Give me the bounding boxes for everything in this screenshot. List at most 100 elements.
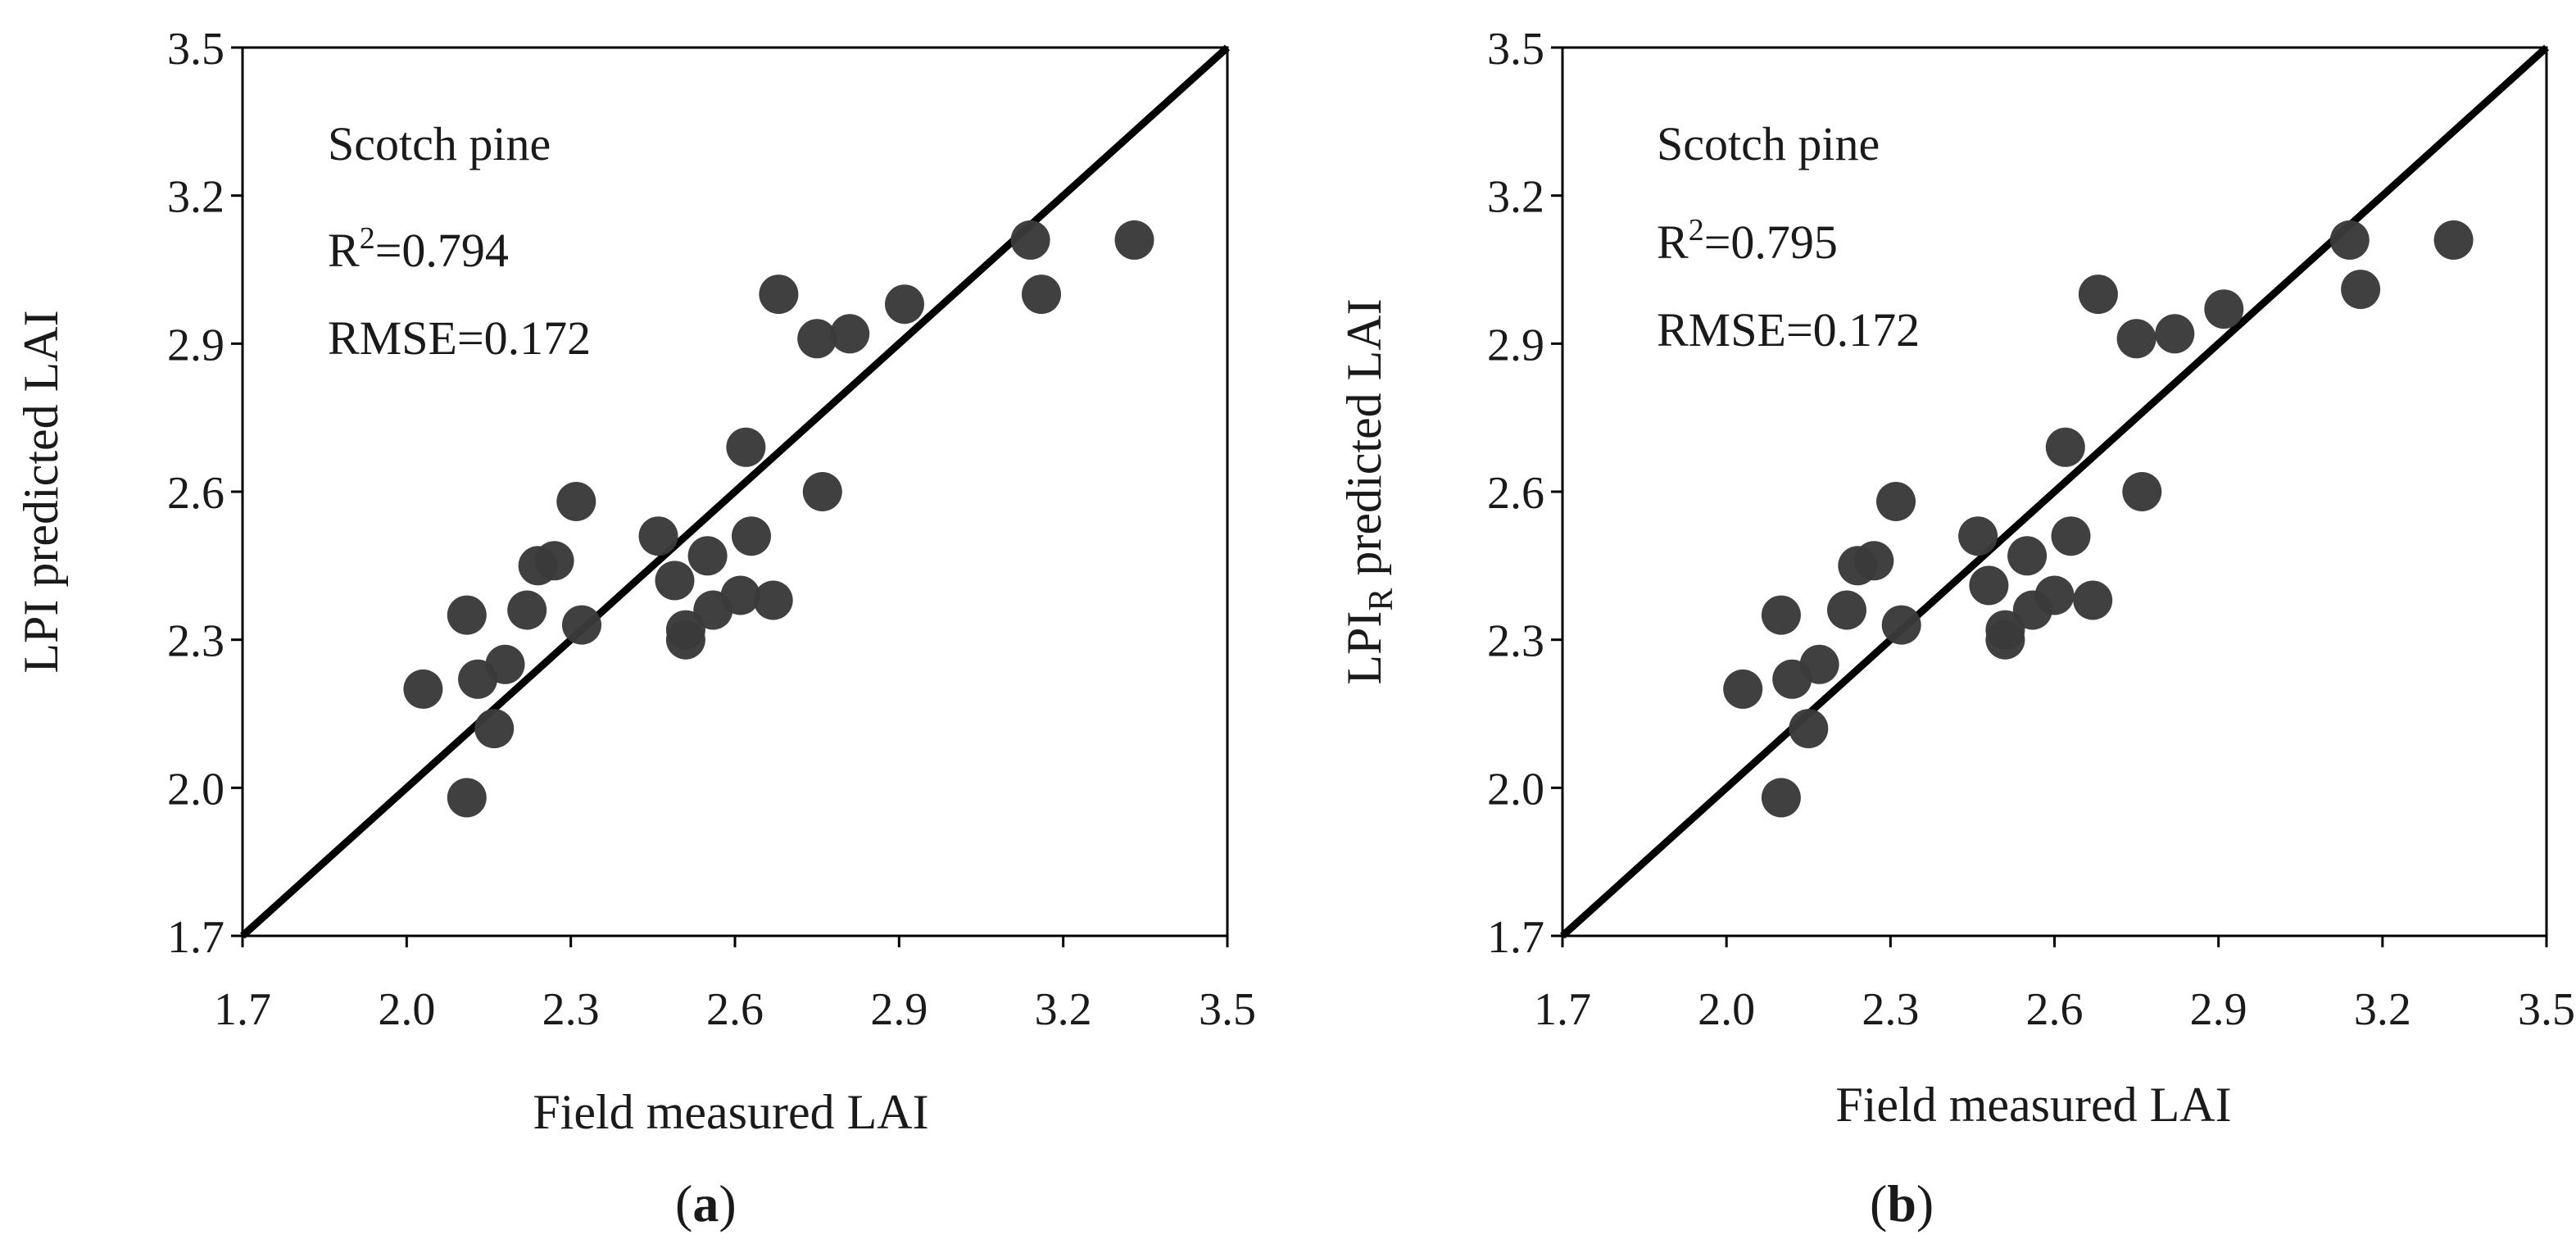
y-tick-label: 2.6	[1487, 468, 1544, 519]
scatter-point	[1881, 605, 1921, 645]
scatter-point	[665, 620, 705, 660]
y-tick-label: 3.5	[167, 24, 224, 75]
panel-b: 1.7 2.0 2.3 2.6 2.9 3.2 3.5 1.7 2.0 2.3 2.6 2.9 3.2…	[1337, 24, 2575, 1233]
x-tick-label: 2.6	[2026, 984, 2084, 1035]
scatter-point	[2034, 575, 2075, 615]
x-tick-label: 2.9	[870, 984, 927, 1035]
scatter-point	[726, 427, 766, 467]
annotation-species: Scotch pine	[328, 117, 551, 170]
y-tick-label: 2.0	[1487, 764, 1544, 815]
reference-line-layer	[1559, 44, 2550, 939]
x-tick-label: 2.6	[706, 984, 764, 1035]
scatter-point	[1761, 778, 1801, 818]
scatter-point	[474, 709, 515, 749]
scatter-point	[1022, 275, 1061, 315]
y-tick-label: 2.6	[167, 468, 224, 519]
scatter-point	[1985, 620, 2025, 660]
scatter-point	[1854, 541, 1894, 581]
y-tick-label: 1.7	[167, 912, 224, 963]
scatter-point	[1761, 595, 1801, 635]
x-tick-label: 3.5	[1199, 984, 1256, 1035]
x-ticks: 1.7 2.0 2.3 2.6 2.9 3.2 3.5	[214, 936, 1256, 1035]
scatter-point	[1876, 482, 1916, 521]
y-tick-label: 2.3	[167, 616, 224, 667]
points-layer	[403, 220, 1154, 818]
scatter-point	[2045, 427, 2085, 467]
y-ticks: 1.7 2.0 2.3 2.6 2.9 3.2 3.5	[1487, 24, 1562, 963]
annotation-r2: R2=0.795	[1657, 213, 1838, 269]
scatter-point	[2329, 220, 2370, 260]
scatter-point	[2204, 289, 2244, 329]
scatter-point	[753, 580, 793, 620]
scatter-point	[2155, 314, 2195, 354]
scatter-point	[1114, 220, 1154, 260]
x-tick-label: 2.3	[542, 984, 600, 1035]
annotation-r2: R2=0.794	[328, 221, 509, 277]
y-tick-label: 1.7	[1487, 912, 1544, 963]
scatter-point	[1010, 220, 1050, 260]
panel-a: 1.7 2.0 2.3 2.6 2.9 3.2 3.5 1.7 2.0 2.3 2.6 2.9 3.2…	[14, 24, 1256, 1233]
scatter-point	[507, 590, 547, 630]
scatter-point	[2122, 472, 2162, 511]
scatter-point	[802, 472, 842, 511]
annotation-species: Scotch pine	[1657, 117, 1880, 170]
reference-line-layer	[239, 44, 1231, 939]
scatter-point	[2433, 220, 2474, 260]
scatter-point	[1789, 709, 1829, 749]
x-tick-label: 1.7	[214, 984, 271, 1035]
scatter-point	[534, 541, 574, 581]
panel-label-a: (a)	[675, 1174, 737, 1233]
scatter-point	[562, 605, 601, 645]
scatter-point	[885, 284, 924, 325]
x-ticks: 1.7 2.0 2.3 2.6 2.9 3.2 3.5	[1534, 936, 2575, 1035]
scatter-point	[759, 275, 799, 315]
y-tick-label: 2.3	[1487, 616, 1544, 667]
x-tick-label: 3.5	[2518, 984, 2575, 1035]
scatter-point	[2116, 319, 2156, 359]
scatter-point	[638, 516, 678, 556]
scatter-point	[732, 516, 771, 556]
scatter-point	[1958, 516, 1998, 556]
points-layer	[1723, 220, 2474, 818]
y-axis-title: LPIR predicted LAI	[1337, 298, 1400, 684]
scatter-point	[2051, 516, 2091, 556]
x-tick-label: 2.0	[378, 984, 435, 1035]
y-ticks: 1.7 2.0 2.3 2.6 2.9 3.2 3.5	[167, 24, 243, 963]
scatter-point	[447, 778, 487, 818]
reference-line-1-1	[239, 44, 1231, 939]
reference-line-1-1	[1559, 44, 2550, 939]
scatter-point	[403, 669, 443, 709]
x-tick-label: 2.9	[2190, 984, 2247, 1035]
scatter-point	[2007, 536, 2048, 576]
scatter-point	[485, 644, 525, 684]
scatter-point	[447, 595, 487, 635]
scatter-point	[1969, 565, 2009, 606]
scatter-point	[830, 314, 870, 354]
x-tick-label: 1.7	[1534, 984, 1591, 1035]
panel-label-b: (b)	[1870, 1174, 1934, 1233]
scatter-point	[797, 319, 837, 359]
scatter-point	[687, 536, 728, 576]
scatter-point	[1827, 590, 1866, 630]
scatter-point	[1723, 669, 1763, 709]
scatter-point	[2078, 275, 2118, 315]
scatter-point	[1799, 644, 1839, 684]
x-tick-label: 2.0	[1698, 984, 1755, 1035]
y-tick-label: 2.9	[1487, 320, 1544, 370]
scatter-point	[2073, 580, 2113, 620]
y-tick-label: 3.5	[1487, 24, 1544, 75]
annotation-rmse: RMSE=0.172	[328, 311, 591, 365]
x-tick-label: 3.2	[1035, 984, 1092, 1035]
x-tick-label: 3.2	[2354, 984, 2411, 1035]
scatter-point	[655, 561, 695, 601]
scatter-point	[556, 482, 596, 521]
y-tick-label: 3.2	[1487, 172, 1544, 223]
x-axis-title: Field measured LAI	[533, 1085, 928, 1139]
y-axis-title: LPI predicted LAI	[14, 310, 68, 673]
x-tick-label: 2.3	[1862, 984, 1919, 1035]
scatter-point	[2341, 270, 2381, 310]
y-tick-label: 3.2	[167, 172, 224, 223]
y-tick-label: 2.9	[167, 320, 224, 370]
y-tick-label: 2.0	[167, 764, 224, 815]
